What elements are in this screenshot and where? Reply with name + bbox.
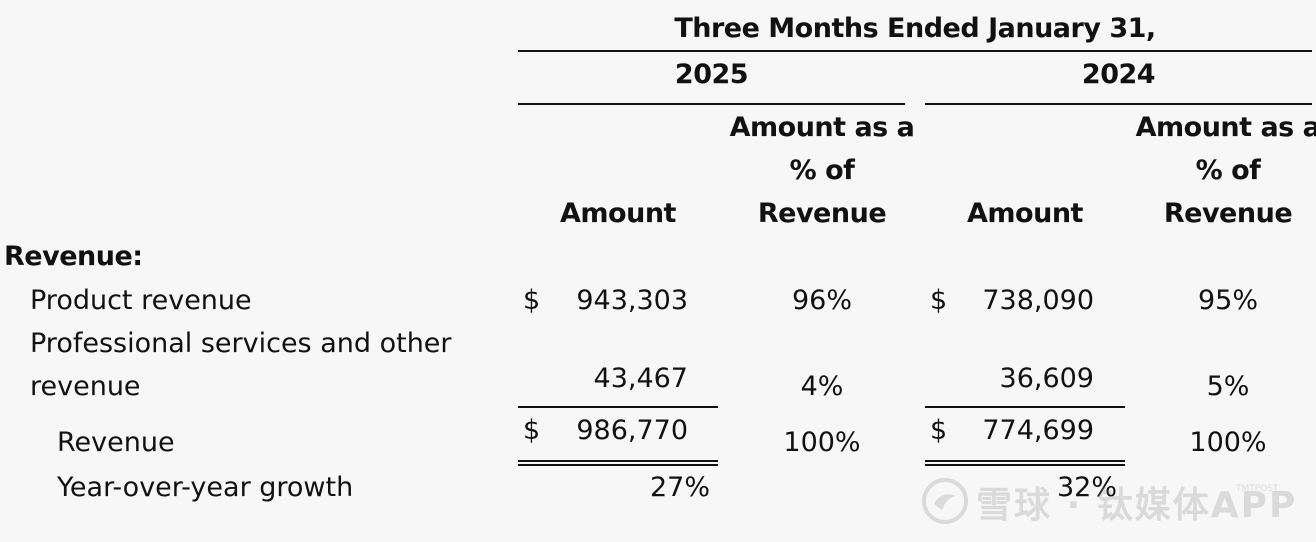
watermark-small-text: TMTPOST <box>1236 484 1279 494</box>
pct-2025: 96% <box>791 285 852 316</box>
currency-2024: $ <box>930 285 948 316</box>
growth-2024: 32% <box>1056 472 1117 503</box>
amount-2024: 36,609 <box>999 363 1094 394</box>
row-label: Product revenue <box>30 285 252 316</box>
pct-2025-heading-line3: Revenue <box>757 198 887 229</box>
period-rule <box>518 50 1312 52</box>
period-heading: Three Months Ended January 31, <box>674 13 1156 44</box>
currency-2025: $ <box>523 285 541 316</box>
row-label: Revenue <box>57 427 175 458</box>
pct-2024: 100% <box>1189 427 1267 458</box>
growth-2025: 27% <box>649 472 710 503</box>
amount-2024: 738,090 <box>982 285 1094 316</box>
amount-2025-heading: Amount <box>560 198 676 229</box>
currency-2024: $ <box>930 415 948 446</box>
pct-2024-heading-line3: Revenue <box>1163 198 1293 229</box>
row-label: Year-over-year growth <box>57 472 354 503</box>
pct-2024: 5% <box>1206 371 1250 402</box>
pct-2025-heading-line1: Amount as a <box>729 112 915 143</box>
amount-2024-heading: Amount <box>967 198 1083 229</box>
amount-2025: 43,467 <box>593 363 688 394</box>
subtotal-rule-2024 <box>925 406 1125 408</box>
section-label-revenue: Revenue: <box>4 241 143 272</box>
snowball-logo-icon <box>922 478 968 524</box>
year-2024-heading: 2024 <box>1081 59 1156 90</box>
watermark: 雪球 · 钛媒体APP TMTPOST <box>920 470 1310 530</box>
watermark-text: 雪球 · 钛媒体APP <box>976 485 1298 526</box>
pct-2025: 100% <box>783 427 861 458</box>
year-2025-heading: 2025 <box>674 59 749 90</box>
subtotal-rule-2025 <box>518 406 718 408</box>
pct-2025-heading-line2: % of <box>789 155 855 186</box>
row-label-line1: Professional services and other <box>30 328 452 359</box>
total-double-rule-2024 <box>925 460 1125 466</box>
pct-2024-heading-line1: Amount as a <box>1135 112 1316 143</box>
total-double-rule-2025 <box>518 460 718 466</box>
pct-2025: 4% <box>800 371 844 402</box>
pct-2024: 95% <box>1197 285 1258 316</box>
amount-2025: 943,303 <box>576 285 688 316</box>
amount-2025: 986,770 <box>576 415 688 446</box>
year-2025-rule <box>518 103 905 105</box>
year-2024-rule <box>925 103 1312 105</box>
amount-2024: 774,699 <box>982 415 1094 446</box>
currency-2025: $ <box>523 415 541 446</box>
row-label-line2: revenue <box>30 371 141 402</box>
pct-2024-heading-line2: % of <box>1195 155 1261 186</box>
